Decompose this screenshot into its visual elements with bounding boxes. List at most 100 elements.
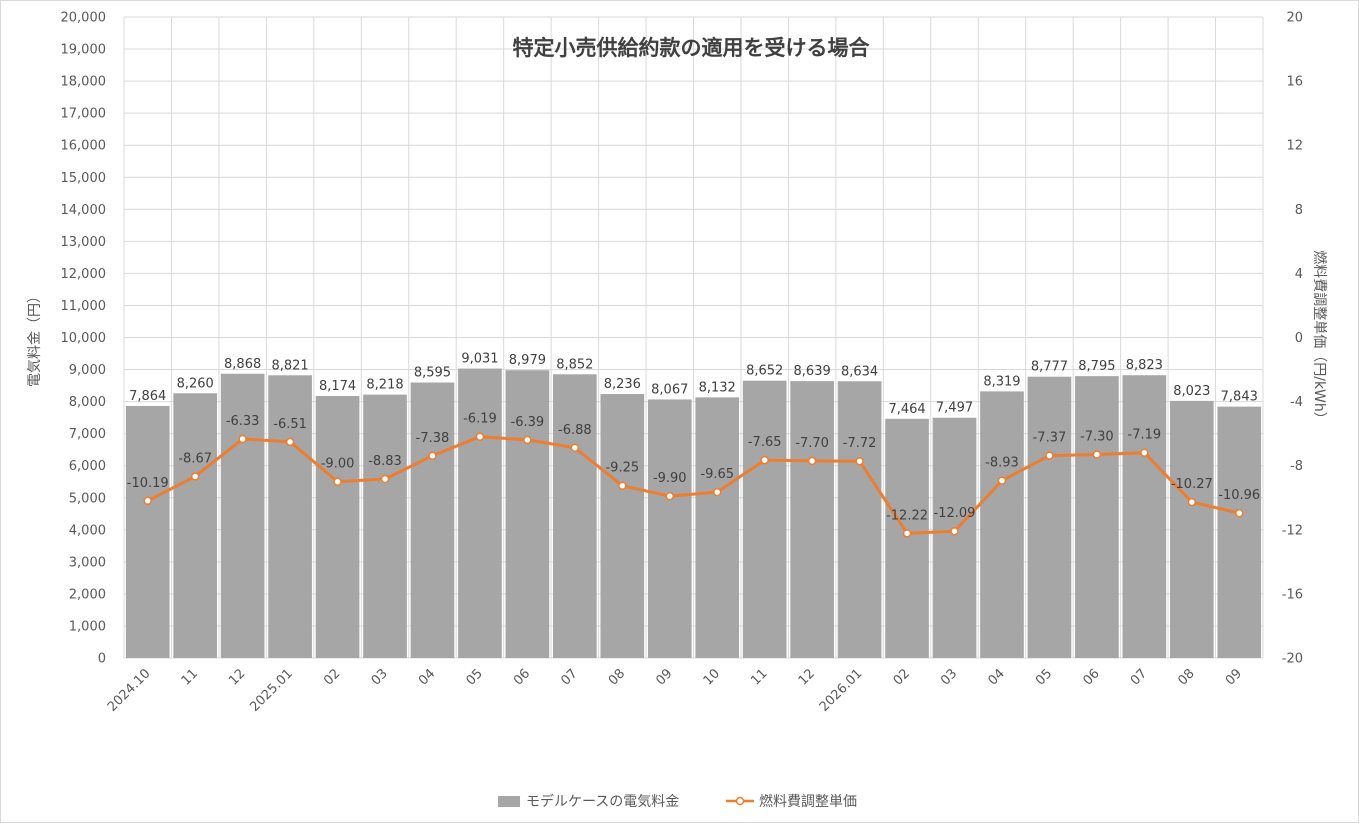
bar-series: [125, 368, 1262, 658]
line-point: [950, 526, 959, 536]
bar: [268, 375, 312, 658]
x-tick-label: 12: [796, 666, 818, 688]
bar-value-label: 8,634: [841, 364, 878, 379]
left-tick-label: 20,000: [61, 11, 107, 26]
line-point: [665, 491, 675, 501]
x-tick-label: 08: [1175, 666, 1197, 688]
x-tick-label: 07: [558, 666, 580, 688]
bar-value-label: 9,031: [461, 352, 498, 367]
legend-line-marker: [735, 796, 745, 806]
line-point: [523, 435, 532, 445]
line-point: [1045, 451, 1054, 460]
line-data-labels: -10.19 -8.67 -6.33 -6.51 -9.00 -8.83 -7.38 -6.1…: [127, 412, 1260, 524]
line-value-label: -10.19: [127, 476, 169, 491]
line-value-label: -6.33: [226, 414, 260, 429]
bar-data-labels: 7,864 8,260 8,868 8,821 8,174 8,218 8,595 9,031…: [129, 352, 1258, 417]
line-point: [1235, 508, 1244, 518]
line-value-label: -6.39: [511, 415, 545, 430]
bar: [1169, 400, 1214, 658]
x-tick-label: 03: [938, 666, 960, 688]
line-value-label: -9.25: [605, 461, 639, 476]
bar-value-label: 8,132: [699, 380, 736, 395]
line-value-label: -10.96: [1218, 488, 1260, 503]
line-value-label: -7.65: [748, 435, 782, 450]
bar: [125, 405, 170, 658]
left-tick-label: 8,000: [69, 395, 106, 410]
x-tick-label: 07: [1128, 666, 1150, 688]
bar: [1027, 376, 1072, 658]
left-tick-label: 11,000: [61, 299, 107, 314]
legend-bar-swatch: [498, 796, 520, 807]
right-tick-label: -8: [1290, 459, 1303, 474]
left-tick-label: 5,000: [69, 491, 106, 506]
line-point: [428, 451, 437, 461]
x-tick-label: 2025.01: [247, 666, 296, 715]
bar: [790, 381, 834, 658]
bar-value-label: 8,595: [414, 366, 451, 381]
line-point: [712, 487, 722, 497]
line-value-label: -6.51: [273, 417, 307, 432]
chart-title: 特定小売供給約款の適用を受ける場合: [513, 36, 871, 60]
left-tick-label: 7,000: [69, 427, 106, 442]
line-point: [333, 477, 342, 486]
right-tick-label: -16: [1282, 587, 1303, 602]
line-value-label: -6.88: [558, 423, 592, 438]
line-value-label: -12.09: [934, 506, 976, 521]
x-tick-label: 11: [748, 666, 770, 688]
bar: [553, 374, 597, 658]
x-tick-label: 03: [369, 666, 391, 688]
bar: [410, 382, 455, 658]
line-point: [475, 432, 485, 441]
line-point: [190, 472, 200, 481]
line-path: [147, 435, 1240, 535]
right-tick-label: 20: [1286, 11, 1303, 26]
bar-value-label: 8,777: [1031, 360, 1068, 375]
bar: [980, 391, 1024, 658]
left-tick-label: 0: [98, 652, 106, 667]
x-tick-label: 2024.10: [105, 666, 154, 715]
line-value-label: -7.37: [1033, 431, 1067, 446]
right-tick-label: 12: [1286, 139, 1303, 154]
right-tick-label: 8: [1295, 203, 1303, 218]
line-value-label: -7.30: [1080, 429, 1114, 444]
line-value-label: -7.38: [416, 431, 450, 446]
left-tick-label: 2,000: [69, 587, 106, 602]
bar-value-label: 8,236: [604, 377, 641, 392]
bar: [837, 381, 882, 658]
line-value-label: -7.72: [843, 436, 877, 451]
left-tick-label: 13,000: [61, 235, 107, 250]
left-axis-title: 電気料金（円）: [27, 289, 43, 387]
bar-value-label: 8,823: [1126, 358, 1163, 373]
bar: [173, 393, 218, 658]
line-value-label: -8.93: [985, 456, 1019, 471]
right-tick-label: 4: [1295, 267, 1303, 282]
x-tick-label: 11: [179, 666, 201, 688]
left-tick-label: 15,000: [61, 171, 107, 186]
bar: [932, 417, 977, 658]
right-tick-label: 0: [1295, 331, 1303, 346]
bar: [695, 397, 740, 658]
left-axis-ticks: 0 1,000 2,000 3,000 4,000 5,000 6,000 7,000 8,00…: [61, 11, 107, 667]
bar: [885, 418, 929, 658]
left-tick-label: 6,000: [69, 459, 106, 474]
line-value-label: -8.83: [368, 454, 402, 469]
right-axis-title: 燃料費調整単価（円/kWh）: [1311, 250, 1328, 426]
line-point: [570, 443, 580, 453]
bar: [1217, 406, 1262, 658]
left-tick-label: 17,000: [61, 107, 107, 122]
bar: [220, 373, 265, 658]
x-tick-label: 02: [891, 666, 913, 688]
line-point: [618, 481, 627, 490]
right-tick-label: -4: [1290, 395, 1303, 410]
right-tick-label: -20: [1282, 652, 1303, 667]
bar-value-label: 8,821: [271, 358, 308, 373]
x-tick-label: 06: [511, 666, 533, 688]
line-point: [143, 496, 152, 506]
left-tick-label: 14,000: [61, 203, 107, 218]
grid-lines: [123, 16, 1264, 659]
x-tick-label: 12: [226, 666, 248, 688]
left-tick-label: 10,000: [61, 331, 107, 346]
